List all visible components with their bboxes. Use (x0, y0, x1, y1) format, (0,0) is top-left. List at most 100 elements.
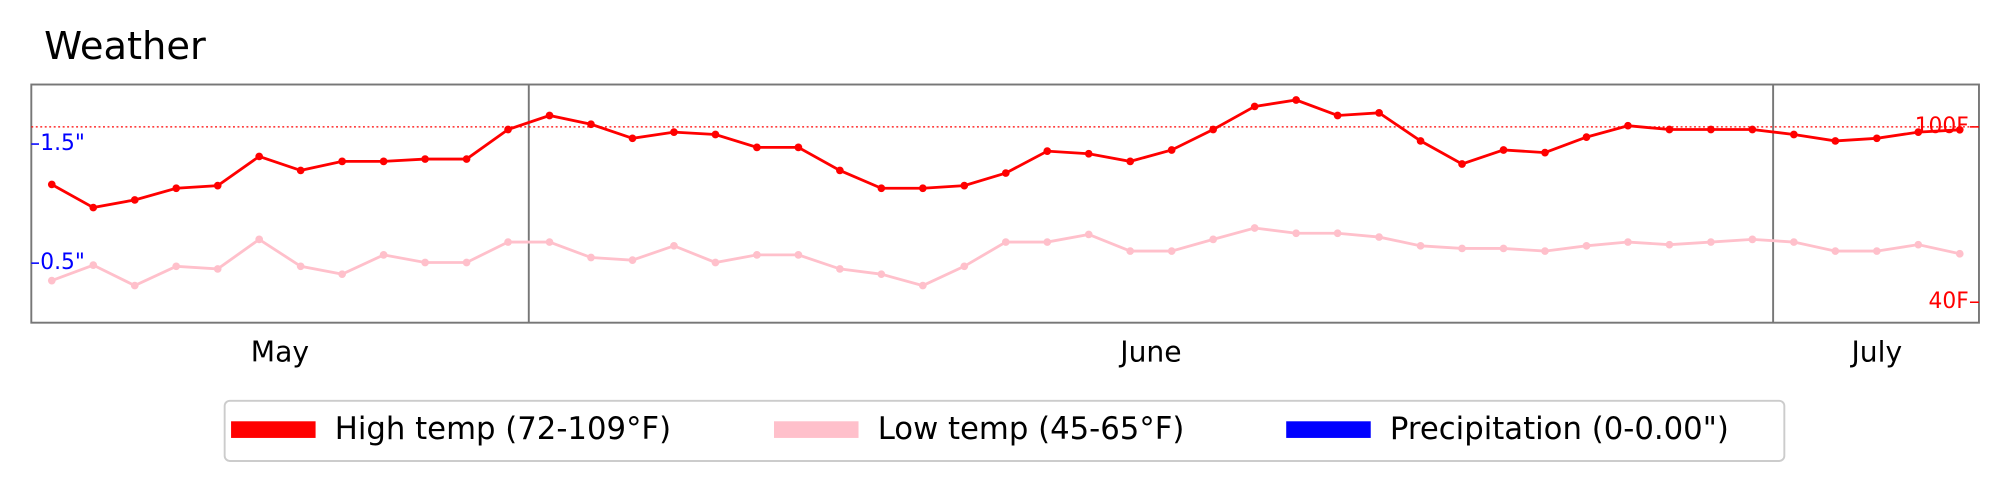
point (130, 196, 139, 204)
point (1167, 247, 1176, 255)
point (836, 265, 844, 273)
point (1955, 249, 1964, 258)
point (1872, 134, 1881, 143)
point (1043, 238, 1052, 246)
point (1375, 109, 1383, 117)
point (89, 261, 98, 269)
point (1831, 247, 1840, 255)
point (1084, 149, 1093, 158)
point (1043, 147, 1052, 155)
point (1292, 96, 1300, 104)
point (670, 128, 678, 136)
point (1914, 128, 1923, 136)
point (130, 281, 139, 290)
point (794, 143, 803, 152)
point (1831, 137, 1840, 145)
point (1209, 125, 1218, 134)
point (1748, 235, 1757, 244)
legend-swatch (774, 421, 859, 438)
point (1748, 125, 1757, 134)
point (1001, 169, 1010, 177)
point (213, 265, 222, 273)
point (89, 203, 98, 212)
point (670, 241, 678, 250)
point (296, 262, 305, 271)
point (47, 276, 56, 285)
point (462, 155, 471, 163)
point (213, 181, 222, 190)
legend-box (223, 399, 1786, 462)
point (1582, 133, 1591, 141)
point (462, 258, 471, 267)
point (1375, 233, 1383, 241)
point (1665, 125, 1674, 134)
point (1582, 241, 1591, 250)
point (1416, 241, 1425, 250)
series-line (51, 98, 1960, 210)
point (1126, 247, 1135, 255)
point (587, 253, 595, 262)
point (960, 262, 969, 271)
point (504, 125, 512, 134)
point (794, 251, 803, 259)
point (255, 235, 264, 244)
point (628, 256, 637, 264)
point (918, 281, 927, 290)
point (1872, 247, 1881, 255)
point (1001, 238, 1010, 246)
point (1707, 125, 1715, 134)
point (1458, 244, 1466, 253)
point (1707, 238, 1715, 246)
point (587, 120, 595, 129)
point (1624, 121, 1632, 130)
point (338, 270, 346, 279)
point (877, 270, 886, 279)
legend-label: Precipitation (0-0.00") (1390, 411, 1729, 447)
x-tick-label: June (1118, 335, 1181, 368)
x-tick-label: May (251, 335, 309, 368)
legend-label: High temp (72-109°F) (335, 411, 671, 447)
point (379, 251, 388, 259)
point (1790, 130, 1798, 139)
point (172, 262, 181, 271)
point (918, 184, 927, 193)
chart-title: Weather (44, 24, 206, 69)
point (753, 143, 761, 152)
point (504, 238, 512, 246)
point (1458, 160, 1466, 168)
point (1292, 229, 1300, 238)
point (877, 184, 886, 193)
point (379, 157, 388, 166)
point (753, 251, 761, 259)
legend-swatch (231, 421, 316, 438)
point (1665, 240, 1674, 249)
point (1084, 230, 1093, 239)
point (47, 180, 56, 189)
point (338, 157, 346, 166)
point (1333, 111, 1342, 120)
point (1167, 146, 1176, 154)
point (172, 184, 181, 193)
point (960, 181, 969, 190)
point (1209, 235, 1218, 244)
point (1499, 244, 1508, 253)
point (1250, 102, 1259, 111)
point (836, 166, 844, 175)
plot-frame (30, 83, 1980, 324)
point (1541, 247, 1549, 255)
point (545, 111, 554, 120)
point (296, 166, 305, 175)
point (628, 134, 637, 143)
point (1250, 224, 1259, 232)
point (1955, 125, 1964, 134)
point (421, 155, 429, 163)
point (421, 258, 429, 267)
point (1790, 238, 1798, 246)
point (545, 238, 554, 246)
legend-label: Low temp (45-65°F) (878, 411, 1185, 447)
point (1624, 238, 1632, 246)
x-tick-label: July (1849, 335, 1902, 368)
point (1914, 240, 1923, 249)
point (1499, 146, 1508, 154)
